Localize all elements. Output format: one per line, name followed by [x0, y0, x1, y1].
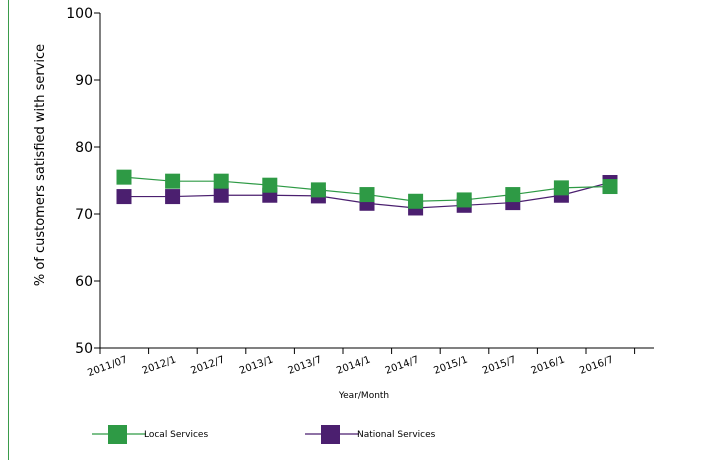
data-point-local-services — [553, 180, 569, 196]
legend-marker — [321, 425, 340, 444]
data-point-local-services — [262, 177, 278, 193]
data-point-local-services — [310, 182, 326, 198]
data-point-local-services — [165, 173, 181, 189]
y-tick-label: 90 — [75, 73, 93, 89]
y-tick-label: 70 — [75, 207, 93, 223]
x-tick-label: 2015/7 — [481, 354, 518, 376]
x-tick-label: 2011/07 — [86, 354, 129, 379]
x-tick-label: 2014/7 — [384, 354, 421, 376]
legend-label: National Services — [357, 430, 436, 440]
x-tick-label: 2015/1 — [432, 354, 469, 376]
x-tick-label: 2012/1 — [141, 354, 178, 376]
data-point-national-services — [165, 189, 181, 205]
data-point-local-services — [408, 193, 424, 209]
y-tick-label: 60 — [75, 274, 93, 290]
series-markers — [116, 169, 618, 216]
left-border-line — [8, 0, 9, 460]
x-tick-label: 2012/7 — [189, 354, 226, 376]
x-tick-label: 2016/7 — [578, 354, 615, 376]
legend: Local Services National Services — [92, 425, 436, 444]
data-point-local-services — [602, 179, 618, 195]
x-axis-title: Year/Month — [338, 391, 389, 401]
y-axis-title: % of customers satisfied with service — [33, 44, 48, 286]
legend-marker — [108, 425, 127, 444]
data-point-local-services — [456, 192, 472, 208]
data-point-local-services — [505, 187, 521, 203]
y-tick-label: 100 — [66, 6, 93, 22]
data-point-local-services — [359, 187, 375, 203]
x-tick-label: 2016/1 — [530, 354, 567, 376]
data-point-national-services — [213, 187, 229, 203]
y-tick-label: 80 — [75, 140, 93, 156]
x-tick-label: 2013/1 — [238, 354, 275, 376]
x-axis: 2011/07 2012/1 2012/7 2013/1 2013/7 2014/1 201… — [86, 347, 654, 379]
y-axis: 50 60 70 80 90 100 — [66, 6, 101, 357]
x-tick-label: 2014/1 — [335, 354, 372, 376]
x-tick-label: 2013/7 — [287, 354, 324, 376]
data-point-local-services — [116, 169, 132, 185]
y-tick-label: 50 — [75, 341, 93, 357]
legend-label: Local Services — [144, 430, 208, 440]
data-point-local-services — [213, 173, 229, 189]
data-point-national-services — [116, 189, 132, 205]
